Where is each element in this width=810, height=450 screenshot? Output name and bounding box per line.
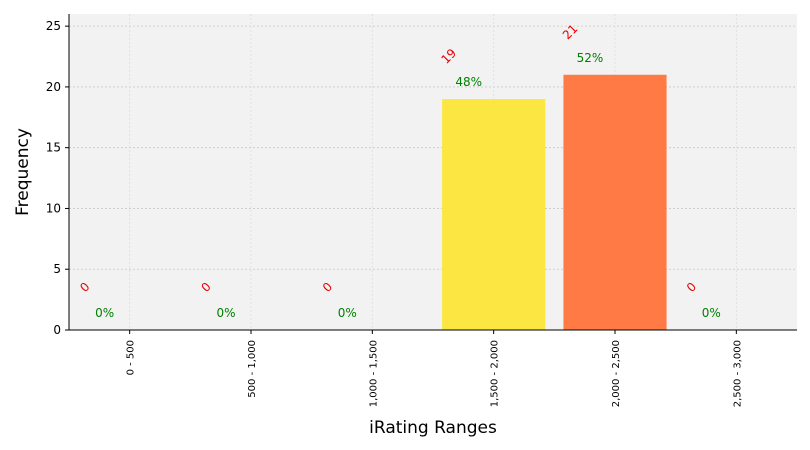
- x-axis-ticks: 0 - 500 500 - 1,000 1,000 - 1,500 1,500 - 2…: [126, 330, 743, 407]
- y-tick-label: 5: [53, 262, 61, 276]
- y-tick-label: 20: [46, 80, 61, 94]
- y-tick-label: 25: [46, 19, 61, 33]
- x-tick-label: 2,500 - 3,000: [732, 340, 743, 407]
- percent-label: 52%: [577, 51, 604, 65]
- y-tick-label: 0: [53, 323, 61, 337]
- bar: [442, 99, 546, 330]
- percent-label: 48%: [455, 75, 482, 89]
- plot-area: [69, 14, 797, 330]
- y-tick-label: 10: [46, 201, 61, 215]
- y-axis-ticks: 0 5 10 15 20 25: [46, 19, 69, 337]
- x-tick-label: 2,000 - 2,500: [611, 340, 622, 407]
- y-tick-label: 15: [46, 141, 61, 155]
- bar: [563, 74, 667, 331]
- percent-label: 0%: [338, 306, 357, 320]
- bars: [442, 74, 667, 331]
- x-tick-label: 0 - 500: [126, 340, 137, 375]
- percent-labels: 0% 0% 0% 48% 52% 0%: [95, 51, 721, 320]
- axes: [68, 14, 797, 331]
- y-axis-label: Frequency: [13, 128, 33, 216]
- x-tick-label: 1,000 - 1,500: [368, 340, 379, 407]
- grid-lines: [69, 14, 797, 330]
- percent-label: 0%: [95, 306, 114, 320]
- x-tick-label: 1,500 - 2,000: [490, 340, 501, 407]
- percent-label: 0%: [216, 306, 235, 320]
- x-tick-label: 500 - 1,000: [247, 340, 258, 398]
- x-axis-label: iRating Ranges: [369, 418, 497, 438]
- percent-label: 0%: [702, 306, 721, 320]
